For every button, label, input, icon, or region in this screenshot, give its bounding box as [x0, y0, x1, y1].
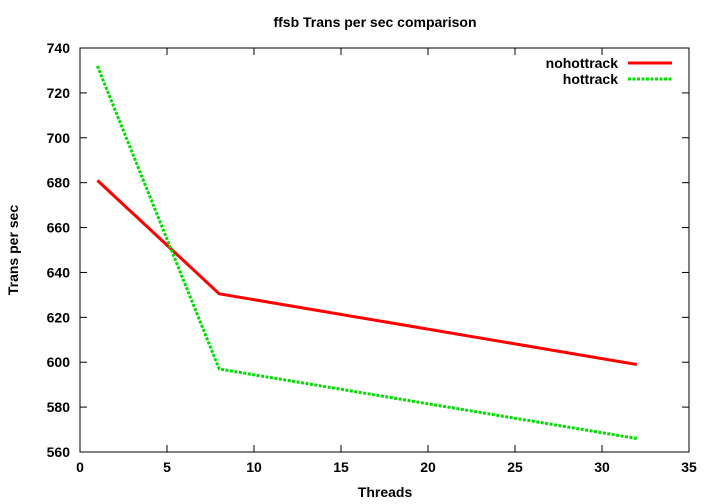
- y-tick-label: 560: [47, 444, 71, 460]
- y-tick-label: 620: [47, 309, 71, 325]
- y-tick-label: 600: [47, 354, 71, 370]
- y-tick-label: 700: [47, 130, 71, 146]
- legend-label-hottrack: hottrack: [563, 71, 618, 87]
- x-tick-label: 10: [246, 459, 262, 475]
- series-line-nohottrack: [96, 179, 638, 366]
- legend-label-nohottrack: nohottrack: [546, 55, 619, 71]
- y-axis: 560 580 600 620 640 660 680 700 720 740: [47, 40, 689, 460]
- y-tick-label: 740: [47, 40, 71, 56]
- y-tick-label: 640: [47, 264, 71, 280]
- x-tick-label: 0: [76, 459, 84, 475]
- y-tick-label: 660: [47, 220, 71, 236]
- x-tick-label: 15: [333, 459, 349, 475]
- series-lines: [96, 65, 638, 440]
- y-tick-label: 720: [47, 85, 71, 101]
- x-tick-label: 25: [507, 459, 523, 475]
- y-tick-label: 680: [47, 175, 71, 191]
- series-line-hottrack: [96, 65, 638, 440]
- x-axis: 0 5 10 15 20 25 30 35: [76, 48, 697, 475]
- x-tick-label: 35: [681, 459, 697, 475]
- x-tick-label: 5: [163, 459, 171, 475]
- x-tick-label: 30: [594, 459, 610, 475]
- chart-title: ffsb Trans per sec comparison: [273, 14, 476, 30]
- x-axis-label: Threads: [358, 484, 413, 500]
- y-axis-label: Trans per sec: [5, 205, 21, 295]
- x-tick-label: 20: [420, 459, 436, 475]
- plot-area: [79, 47, 690, 453]
- y-tick-label: 580: [47, 399, 71, 415]
